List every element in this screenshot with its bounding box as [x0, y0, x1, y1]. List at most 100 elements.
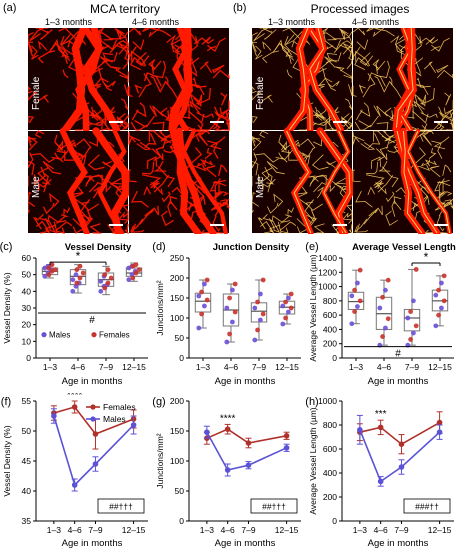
data-point — [288, 305, 294, 311]
data-point — [255, 327, 260, 333]
vessel-skeleton — [288, 28, 309, 131]
data-point — [349, 293, 355, 299]
series-point — [283, 433, 290, 439]
data-point — [202, 303, 207, 309]
capillary — [350, 224, 353, 233]
capillary — [123, 84, 129, 96]
y-tick-label: 45 — [22, 456, 32, 466]
capillary — [428, 147, 437, 159]
panel-label: (f) — [1, 396, 11, 408]
capillary — [262, 41, 272, 51]
capillary — [130, 190, 149, 208]
data-point — [288, 291, 294, 297]
capillary — [139, 209, 155, 225]
y-tick-label: 200 — [170, 396, 184, 406]
capillary — [354, 218, 368, 233]
capillary — [356, 39, 368, 51]
capillary — [444, 199, 454, 209]
capillary — [252, 32, 258, 43]
capillary — [95, 120, 110, 131]
capillary — [271, 215, 291, 223]
mca-territory-title: MCA territory — [89, 2, 160, 16]
capillary — [382, 130, 400, 139]
capillary — [316, 186, 325, 199]
capillary — [278, 152, 288, 163]
data-point — [227, 295, 232, 301]
capillary — [189, 83, 205, 96]
capillary — [187, 110, 205, 125]
capillary — [277, 221, 289, 234]
series-point — [398, 464, 405, 470]
capillary — [37, 94, 50, 103]
capillary — [252, 175, 253, 187]
capillary — [285, 31, 303, 46]
x-tick-label: 7–9 — [99, 362, 113, 372]
capillary — [352, 28, 366, 36]
large-vessel — [169, 127, 217, 234]
series-point — [224, 426, 231, 432]
capillary — [338, 28, 353, 38]
capillary — [313, 223, 325, 234]
capillary — [417, 37, 439, 45]
capillary — [342, 185, 349, 191]
data-point — [230, 319, 235, 325]
data-point — [383, 325, 388, 331]
capillary — [421, 120, 442, 131]
y-tick-label: 100 — [170, 313, 184, 323]
capillary — [28, 152, 34, 169]
series-point — [377, 478, 384, 485]
legend-label-males: Males — [49, 331, 70, 340]
capillary — [339, 69, 353, 79]
x-tick-label: 7–9 — [394, 525, 408, 535]
capillary — [395, 38, 407, 56]
capillary — [436, 64, 449, 73]
scale-bar — [434, 224, 448, 226]
x-tick-label: 12–15 — [275, 525, 299, 535]
capillary — [355, 190, 373, 208]
y-tick-label: 400 — [323, 468, 337, 478]
capillary — [444, 92, 452, 106]
scale-bar — [109, 121, 123, 123]
capillary — [28, 41, 34, 57]
capillary — [28, 85, 33, 94]
capillary — [28, 115, 35, 124]
data-point — [199, 289, 204, 295]
x-tick-label: 1–3 — [349, 362, 363, 372]
y-tick-label: 1400 — [318, 253, 337, 263]
series-point — [130, 422, 137, 428]
legend-marker — [90, 404, 96, 410]
capillary — [80, 199, 91, 222]
data-point — [49, 262, 55, 268]
annotation-box — [250, 498, 298, 514]
capillary — [63, 207, 71, 215]
capillary — [322, 32, 337, 41]
capillary — [425, 36, 435, 45]
capillary — [142, 28, 156, 32]
capillary — [131, 109, 139, 121]
capillary — [128, 28, 142, 36]
capillary — [151, 60, 167, 79]
data-point — [436, 312, 441, 318]
y-tick-label: 150 — [170, 426, 184, 436]
capillary — [304, 199, 315, 222]
capillary — [59, 35, 76, 57]
panel-label-a: (a) — [3, 2, 17, 14]
col-label-4-6: 4–6 months — [132, 17, 180, 27]
capillary — [326, 160, 336, 169]
capillary — [132, 39, 145, 51]
capillary — [438, 111, 454, 119]
data-point — [105, 267, 111, 273]
capillary — [417, 94, 426, 107]
capillary — [308, 175, 319, 182]
data-point — [349, 321, 355, 327]
capillary — [28, 175, 29, 187]
data-point — [196, 325, 202, 331]
capillary — [414, 130, 434, 140]
capillary — [326, 52, 338, 63]
data-point — [352, 309, 357, 314]
capillary — [384, 134, 396, 144]
capillary — [134, 115, 155, 128]
y-axis-label: Junctions/mm² — [155, 433, 165, 488]
capillary — [343, 74, 353, 83]
data-point — [74, 267, 80, 273]
